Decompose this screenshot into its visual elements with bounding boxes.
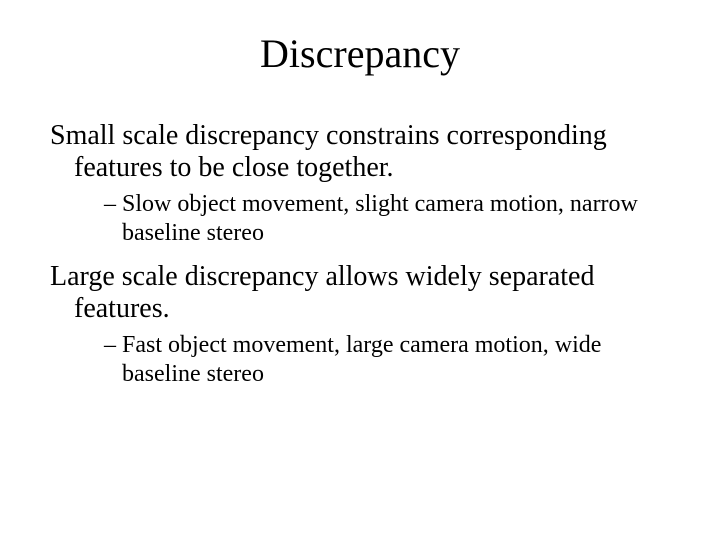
paragraph-1: Small scale discrepancy constrains corre… <box>50 120 670 184</box>
slide: Discrepancy Small scale discrepancy cons… <box>0 0 720 540</box>
paragraph-2: Large scale discrepancy allows widely se… <box>50 261 670 325</box>
sub-bullet-2-text: Fast object movement, large camera motio… <box>122 332 601 386</box>
dash-icon: – <box>104 332 122 358</box>
dash-icon: – <box>104 191 122 217</box>
slide-body: Small scale discrepancy constrains corre… <box>50 120 670 402</box>
sub-bullet-1: – Slow object movement, slight camera mo… <box>50 190 670 247</box>
sub-bullet-2: – Fast object movement, large camera mot… <box>50 331 670 388</box>
sub-bullet-1-text: Slow object movement, slight camera moti… <box>122 191 638 245</box>
slide-title: Discrepancy <box>0 30 720 77</box>
